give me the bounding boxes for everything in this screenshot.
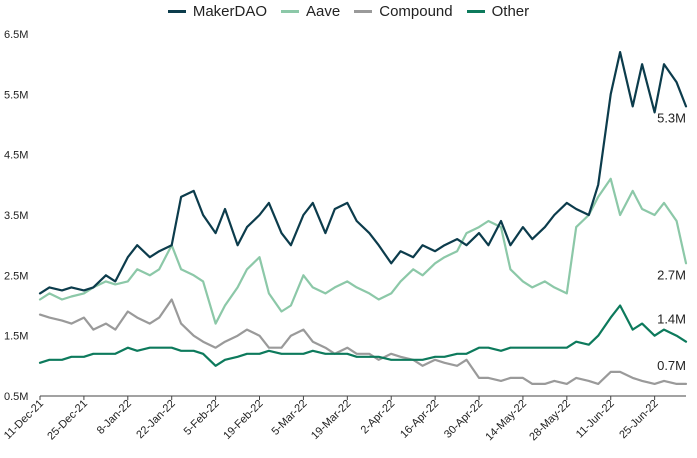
legend-swatch-makerdao [167, 9, 186, 13]
y-tick-label: 2.5M [4, 270, 28, 282]
series-line-aave [38, 177, 688, 325]
x-tick-label: 11-Jun-22 [574, 398, 617, 441]
y-tick-label: 1.5M [4, 331, 28, 343]
legend-swatch-other [466, 9, 485, 13]
legend-item-compound: Compound [354, 2, 453, 20]
end-label-makerdao: 5.3M [657, 110, 686, 125]
y-tick-label: 0.5M [4, 391, 28, 403]
end-label-aave: 2.7M [657, 267, 686, 282]
legend: MakerDAO Aave Compound Other [0, 0, 697, 22]
legend-label-makerdao: MakerDAO [192, 2, 268, 20]
x-tick-label: 8-Jan-22 [95, 398, 134, 437]
legend-item-makerdao: MakerDAO [167, 2, 268, 20]
legend-item-aave: Aave [281, 3, 340, 20]
series-line-makerdao [38, 50, 688, 295]
end-label-other: 1.4M [657, 312, 686, 327]
legend-swatch-aave [281, 9, 300, 13]
x-tick-label: 25-Dec-21 [45, 398, 90, 443]
y-tick-label: 3.5M [4, 210, 28, 222]
x-tick-label: 30-Apr-22 [442, 398, 485, 441]
series-line-compound [38, 298, 688, 385]
y-tick-label: 5.5M [4, 89, 28, 101]
end-label-compound: 0.7M [657, 358, 686, 373]
y-tick-label: 4.5M [4, 150, 28, 162]
x-tick-label: 2-Apr-22 [359, 398, 398, 437]
y-tick-label: 6.5M [4, 29, 28, 41]
legend-item-other: Other [466, 2, 530, 20]
series-line-other [38, 304, 688, 367]
legend-label-compound: Compound [379, 2, 453, 20]
legend-swatch-compound [354, 9, 373, 13]
x-tick-label: 5-Mar-22 [269, 398, 309, 438]
x-tick-label: 22-Jan-22 [134, 398, 178, 442]
x-tick-label: 28-May-22 [527, 398, 573, 444]
x-tick-label: 25-Jun-22 [617, 398, 661, 442]
x-tick-label: 16-Apr-22 [398, 398, 441, 441]
x-tick-label: 11-Dec-21 [2, 398, 46, 442]
legend-label-other: Other [491, 2, 530, 20]
x-tick-label: 19-Mar-22 [309, 398, 353, 442]
legend-label-aave: Aave [306, 2, 341, 20]
x-tick-label: 5-Feb-22 [182, 398, 222, 438]
x-tick-label: 14-May-22 [483, 398, 529, 444]
x-tick-label: 19-Feb-22 [221, 398, 265, 442]
